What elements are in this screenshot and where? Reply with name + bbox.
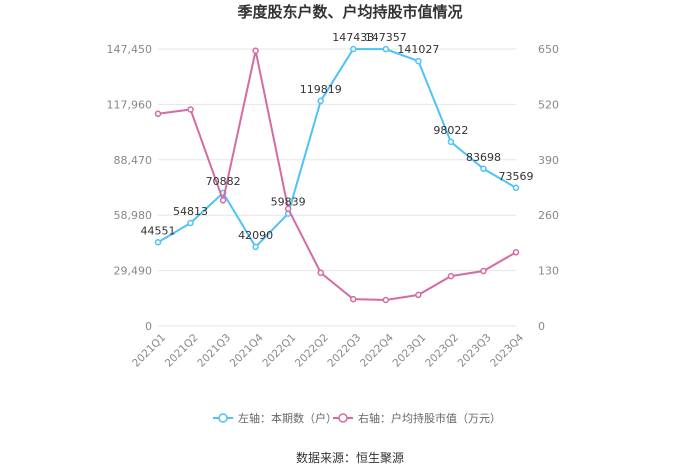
data-labels: 44551 54813 70882 42090 59839 119819 147433147…: [141, 31, 534, 242]
legend-label-left: 左轴：本期数（户）: [238, 411, 337, 425]
legend: 左轴：本期数（户） 右轴：户均持股市值（万元）: [213, 411, 501, 425]
left-axis: 0 29,490 58,980 88,470 117,960 147,450: [107, 43, 153, 333]
data-label: 44551: [141, 224, 176, 237]
right-series-point: [512, 249, 520, 256]
data-label: 147433: [332, 31, 374, 44]
left-series-point: [480, 165, 487, 173]
right-axis: 0 130 260 390 520 650: [538, 43, 559, 333]
data-label: 42090: [238, 229, 273, 242]
data-label: 59839: [271, 196, 306, 209]
left-tick-label: 117,960: [107, 98, 153, 111]
x-tick-label: 2022Q4: [358, 331, 396, 369]
x-tick-label: 2023Q1: [391, 332, 429, 370]
left-series-point: [382, 45, 390, 53]
left-series-point: [512, 184, 520, 192]
left-tick-label: 29,490: [114, 265, 153, 278]
right-series-point: [284, 205, 292, 213]
right-tick-label: 130: [538, 265, 559, 278]
legend-swatch-right-marker: [338, 413, 348, 423]
right-series-point: [219, 197, 227, 204]
data-label: 98022: [433, 124, 468, 137]
left-series-point: [252, 243, 259, 251]
left-tick-label: 88,470: [114, 154, 153, 167]
right-series-point: [415, 291, 422, 299]
data-label: 83698: [466, 151, 501, 164]
left-series-point: [447, 138, 455, 146]
data-source: 数据来源：恒生聚源: [296, 450, 404, 465]
right-series-point: [382, 296, 390, 304]
legend-item-right-series[interactable]: 右轴：户均持股市值（万元）: [333, 411, 501, 425]
right-series-point: [480, 267, 487, 275]
data-label: 119819: [300, 83, 342, 96]
right-series-point: [252, 47, 259, 54]
x-tick-label: 2022Q3: [325, 332, 363, 370]
grid: [158, 48, 516, 327]
series-layer: [154, 45, 520, 304]
right-series-point: [447, 272, 455, 280]
data-label: 70882: [206, 175, 241, 188]
left-series-point: [415, 57, 422, 65]
left-series-line: [157, 48, 517, 249]
legend-swatch-left-marker: [218, 413, 228, 423]
data-label: 54813: [173, 205, 208, 218]
data-label: 147357: [365, 31, 407, 44]
left-series-point: [350, 45, 357, 53]
x-tick-label: 2021Q4: [228, 331, 266, 369]
right-series-point: [187, 106, 194, 113]
right-series-point: [350, 295, 357, 303]
left-tick-label: 147,450: [107, 43, 153, 56]
legend-item-left-series[interactable]: 左轴：本期数（户）: [213, 411, 337, 425]
x-tick-label: 2022Q1: [260, 332, 298, 370]
x-tick-label: 2021Q3: [195, 332, 233, 370]
right-tick-label: 260: [538, 209, 559, 222]
left-series-point: [317, 97, 324, 105]
right-series-point: [317, 269, 324, 276]
left-series-point: [154, 239, 162, 246]
left-tick-label: 58,980: [114, 209, 153, 222]
chart-title: 季度股东户数、户均持股市值情况: [237, 3, 462, 21]
x-tick-label: 2023Q3: [456, 332, 494, 370]
x-tick-label: 2021Q1: [130, 332, 168, 370]
x-tick-label: 2022Q2: [293, 332, 331, 370]
right-tick-label: 520: [538, 98, 559, 111]
right-series-line: [157, 50, 517, 302]
data-label: 141027: [397, 43, 439, 56]
legend-label-right: 右轴：户均持股市值（万元）: [358, 411, 501, 425]
x-tick-label: 2023Q4: [488, 331, 526, 369]
right-tick-label: 390: [538, 154, 559, 167]
right-tick-label: 650: [538, 43, 559, 56]
data-label: 73569: [499, 170, 534, 183]
left-tick-label: 0: [145, 320, 152, 333]
x-tick-label: 2023Q2: [423, 332, 461, 370]
left-series-point: [187, 219, 194, 227]
right-series-point: [154, 110, 162, 118]
x-tick-label: 2021Q2: [163, 332, 201, 370]
right-tick-label: 0: [538, 320, 545, 333]
x-axis: 2021Q12021Q22021Q32021Q42022Q12022Q22022…: [130, 331, 526, 369]
